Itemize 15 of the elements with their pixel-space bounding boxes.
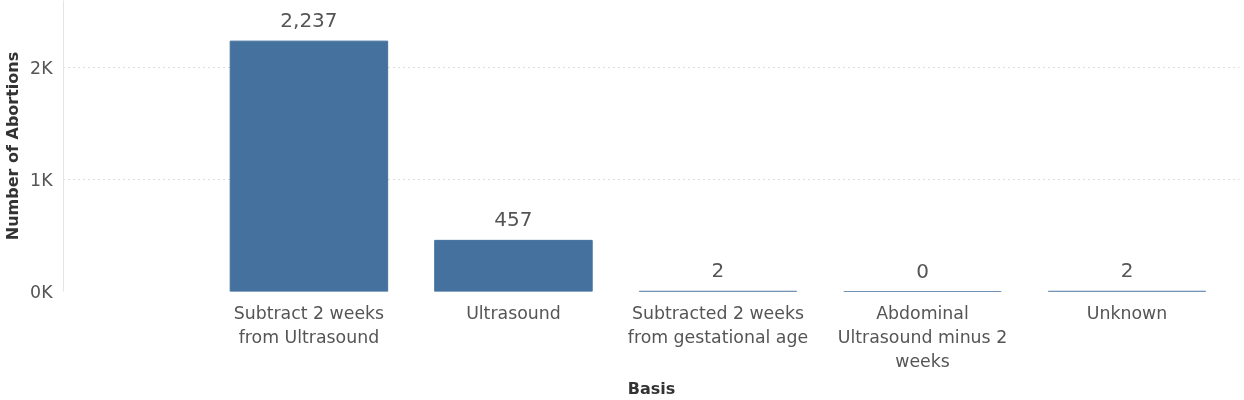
data-label: 457	[494, 207, 533, 232]
x-tick-label: Subtract 2 weeks from Ultrasound	[233, 302, 385, 347]
x-tick-label: Ultrasound	[466, 302, 561, 323]
y-tick-label: 2K	[30, 57, 54, 78]
data-label: 2,237	[280, 8, 338, 33]
x-tick-label: Abdominal Ultrasound minus 2 weeks	[837, 302, 1008, 371]
y-tick-label: 1K	[30, 169, 54, 190]
data-label: 2	[1120, 258, 1134, 283]
y-axis-title: Number of Abortions	[3, 51, 23, 241]
x-tick-label: Subtracted 2 weeks from gestational age	[627, 302, 809, 347]
data-label: 2	[711, 258, 725, 283]
y-tick-label: 0K	[30, 281, 54, 302]
x-axis-title: Basis	[627, 378, 676, 398]
x-tick-label: Unknown	[1086, 302, 1168, 323]
data-label: 0	[916, 258, 929, 283]
